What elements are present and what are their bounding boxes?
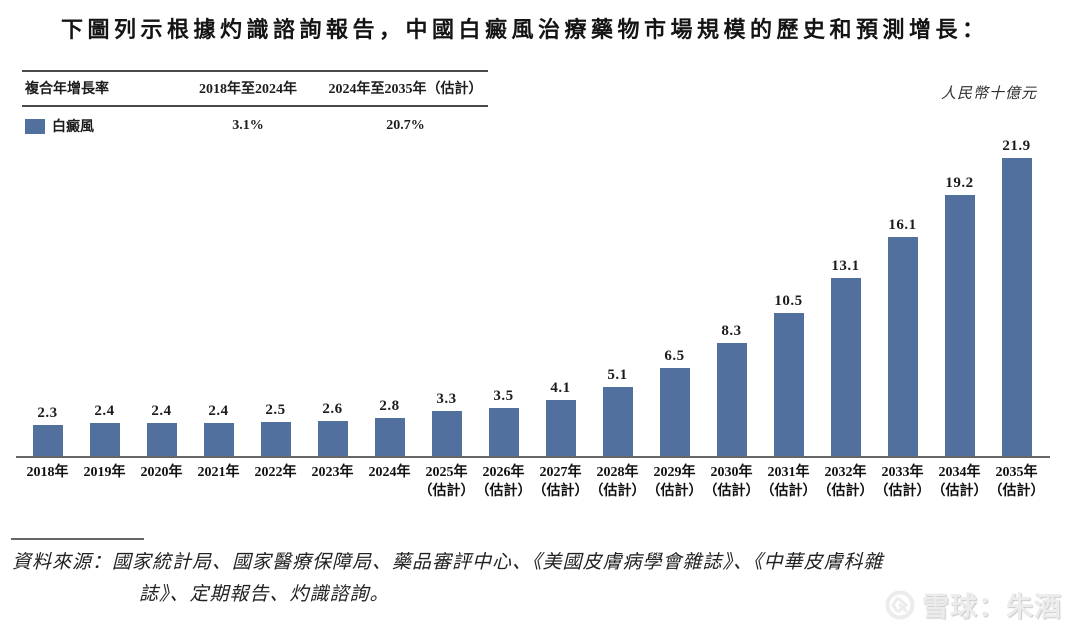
bar	[602, 387, 633, 456]
bar	[887, 237, 918, 456]
bar-value-label: 8.3	[721, 323, 742, 339]
bar	[659, 368, 690, 456]
bar-column: 10.5	[760, 293, 817, 456]
bar	[716, 343, 747, 456]
bar-column: 2.4	[190, 403, 247, 456]
bar-value-label: 2.4	[208, 403, 229, 419]
bar	[89, 423, 120, 456]
x-axis-label: 2029年 （估計）	[646, 465, 703, 499]
x-axis-label: 2025年 （估計）	[418, 465, 475, 499]
x-axis-label: 2018年	[26, 465, 69, 480]
source-note: 資料來源：國家統計局、國家醫療保障局、藥品審評中心、《美國皮膚病學會雜誌》、《中…	[12, 547, 1074, 611]
bar-value-label: 16.1	[888, 217, 917, 233]
bar-column: 19.2	[931, 175, 988, 456]
xlabels-row: 2018年 2019年 2020年 2021年 2022年 2023年 2024年 2025年…	[19, 463, 1045, 501]
bar-value-label: 3.5	[493, 388, 514, 404]
xueqiu-logo-icon	[885, 590, 915, 619]
source-line1: 資料來源：國家統計局、國家醫療保障局、藥品審評中心、《美國皮膚病學會雜誌》、《中…	[12, 552, 884, 573]
x-axis-label: 2032年 （估計）	[817, 465, 874, 499]
bar-value-label: 3.3	[436, 391, 457, 407]
series-color-swatch	[25, 118, 45, 134]
x-axis-label: 2020年	[140, 465, 183, 480]
bar-value-label: 2.4	[94, 403, 115, 419]
bar	[32, 425, 63, 456]
bar-value-label: 5.1	[607, 367, 628, 383]
bar	[488, 408, 519, 456]
cagr-value-period1: 3.1%	[232, 118, 264, 133]
bar	[374, 418, 405, 456]
bar-column: 3.3	[418, 391, 475, 456]
bar	[260, 422, 291, 456]
bar-column: 2.8	[361, 398, 418, 456]
bar-value-label: 2.6	[322, 401, 343, 417]
axis-unit-label: 人民幣十億元	[940, 86, 1037, 102]
cagr-header-metric: 複合年增長率	[25, 82, 109, 97]
watermark: 雪球：朱酒	[885, 585, 1062, 624]
bar-value-label: 19.2	[945, 175, 974, 191]
bar-chart: 2.3 2.4 2.4 2.4 2.5 2.6 2.8 3.3 3.5 4.1 5.1 6.5 8.3 1…	[19, 130, 1045, 456]
bar-column: 2.4	[76, 403, 133, 456]
x-axis-label: 2030年 （估計）	[703, 465, 760, 499]
bar	[773, 313, 804, 456]
bar-value-label: 21.9	[1002, 138, 1031, 154]
x-axis-label: 2023年	[311, 465, 354, 480]
bar	[431, 411, 462, 456]
cagr-table-data-row: 白癜風 3.1% 20.7%	[22, 107, 488, 142]
x-axis-line	[16, 456, 1050, 458]
watermark-text: 雪球：朱酒	[922, 592, 1062, 622]
bar-column: 2.3	[19, 405, 76, 456]
bar	[317, 421, 348, 456]
series-legend-cell: 白癜風	[22, 116, 173, 136]
bar-column: 21.9	[988, 138, 1045, 456]
series-legend-label: 白癜風	[52, 120, 94, 135]
bar-value-label: 2.8	[379, 398, 400, 414]
bar	[830, 278, 861, 456]
bar-value-label: 4.1	[550, 380, 571, 396]
bar	[146, 423, 177, 456]
bar-column: 3.5	[475, 388, 532, 456]
x-axis-label: 2035年 （估計）	[988, 465, 1045, 499]
x-axis-label: 2028年 （估計）	[589, 465, 646, 499]
bar-value-label: 6.5	[664, 348, 685, 364]
cagr-table-header-row: 複合年增長率 2018年至2024年 2024年至2035年（估計）	[22, 72, 488, 107]
bars-row: 2.3 2.4 2.4 2.4 2.5 2.6 2.8 3.3 3.5 4.1 5.1 6.5 8.3 1…	[19, 130, 1045, 456]
x-axis-label: 2019年	[83, 465, 126, 480]
bar-column: 5.1	[589, 367, 646, 456]
x-axis-label: 2031年 （估計）	[760, 465, 817, 499]
bar-column: 2.5	[247, 402, 304, 456]
cagr-value-period2: 20.7%	[386, 118, 425, 133]
cagr-header-period1: 2018年至2024年	[199, 82, 297, 97]
x-axis-label: 2033年 （估計）	[874, 465, 931, 499]
x-axis-label: 2024年	[368, 465, 411, 480]
bar	[944, 195, 975, 456]
bar-column: 13.1	[817, 258, 874, 456]
x-axis-label: 2034年 （估計）	[931, 465, 988, 499]
x-axis-label: 2027年 （估計）	[532, 465, 589, 499]
bar	[545, 400, 576, 456]
source-line2: 誌》、定期報告、灼識諮詢。	[139, 584, 390, 605]
bar-column: 2.4	[133, 403, 190, 456]
bar-column: 6.5	[646, 348, 703, 456]
x-axis-label: 2022年	[254, 465, 297, 480]
bar-column: 16.1	[874, 217, 931, 456]
bar-value-label: 13.1	[831, 258, 860, 274]
bar-value-label: 2.3	[37, 405, 58, 421]
bar	[203, 423, 234, 456]
bar-value-label: 10.5	[774, 293, 803, 309]
bar-column: 4.1	[532, 380, 589, 456]
bar	[1001, 158, 1032, 456]
x-axis-label: 2021年	[197, 465, 240, 480]
bar-value-label: 2.5	[265, 402, 286, 418]
page-title: 下圖列示根據灼識諮詢報告，中國白癜風治療藥物市場規模的歷史和預測增長：	[61, 17, 989, 42]
cagr-header-period2: 2024年至2035年（估計）	[328, 82, 483, 97]
source-divider-rule	[11, 538, 144, 540]
bar-column: 8.3	[703, 323, 760, 456]
x-axis-label: 2026年 （估計）	[475, 465, 532, 499]
bar-value-label: 2.4	[151, 403, 172, 419]
cagr-table: 複合年增長率 2018年至2024年 2024年至2035年（估計） 白癜風 3…	[22, 70, 488, 142]
bar-column: 2.6	[304, 401, 361, 456]
